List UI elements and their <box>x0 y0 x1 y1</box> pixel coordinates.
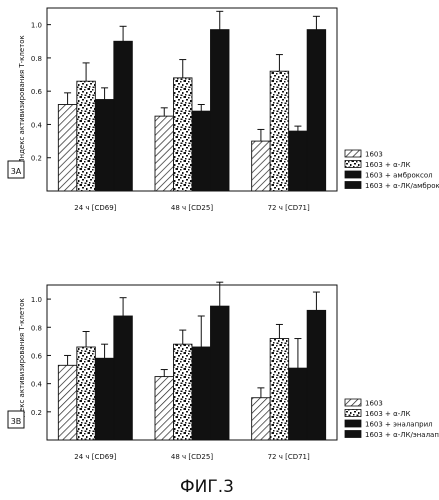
chart-panel-3b: 0.2 0.4 0.6 0.8 1.0 Индекс активизирования Т-… <box>7 281 439 461</box>
legend-swatch <box>344 409 362 417</box>
legend-label: 1603 + α-ЛК <box>365 161 411 169</box>
panel-label: 3B <box>11 417 22 426</box>
bar <box>210 29 230 192</box>
bar <box>288 130 308 192</box>
panel-label-box <box>7 410 25 429</box>
y-tick-label: 0.2 <box>31 155 42 163</box>
y-tick-label: 0.8 <box>31 324 42 332</box>
legend-swatch <box>344 160 362 168</box>
bar <box>154 115 174 192</box>
x-category-label: 72 ч [CD71] <box>268 453 310 461</box>
bar <box>288 367 308 441</box>
bar <box>306 29 327 192</box>
legend-swatch <box>344 419 362 428</box>
y-tick-label: 0.8 <box>31 55 42 63</box>
y-axis-label: Индекс активизирования Т-клеток <box>18 35 26 163</box>
bar <box>57 364 78 441</box>
bar <box>251 140 271 192</box>
bar <box>94 99 115 192</box>
legend-swatch <box>344 430 362 438</box>
legend-label: 1603 <box>365 151 383 159</box>
bar <box>57 104 78 192</box>
figure-caption: ФИГ.3 <box>180 477 234 497</box>
bar <box>76 80 96 192</box>
legend-label: 1603 + α-ЛК/эналаприл <box>365 431 439 439</box>
x-category-label: 24 ч [CD69] <box>74 453 116 461</box>
legend-swatch <box>344 170 362 179</box>
x-category-label: 48 ч [CD25] <box>171 204 213 212</box>
legend-swatch <box>344 398 362 407</box>
bar <box>113 40 133 192</box>
legend-label: 1603 + α-ЛК/амброксол <box>365 182 439 190</box>
bar <box>173 343 193 441</box>
y-tick-label: 1.0 <box>31 22 42 30</box>
panel-label: 3A <box>11 167 22 176</box>
bar <box>306 309 327 441</box>
y-axis-label: Индекс активизирования Т-клеток <box>18 298 26 426</box>
y-tick-label: 0.4 <box>31 121 43 129</box>
bar <box>269 70 290 192</box>
bar <box>113 315 133 441</box>
legend-label: 1603 + α-ЛК <box>365 410 411 418</box>
legend-swatch <box>344 149 362 158</box>
bar <box>173 77 193 192</box>
y-tick-label: 1.0 <box>31 296 42 304</box>
bar <box>251 397 271 441</box>
x-category-label: 24 ч [CD69] <box>74 204 116 212</box>
bar <box>191 110 211 192</box>
panel-label-box <box>7 160 25 179</box>
bar <box>191 346 211 441</box>
bar <box>76 346 96 441</box>
bar <box>154 376 174 441</box>
bar <box>210 305 230 441</box>
legend-label: 1603 + амброксол <box>365 172 433 180</box>
y-tick-label: 0.6 <box>31 352 43 360</box>
y-tick-label: 0.2 <box>31 409 42 417</box>
chart-panel-3a: 0.2 0.4 0.6 0.8 1.0 Индекс активизирования Т-… <box>7 7 439 212</box>
x-category-label: 72 ч [CD71] <box>268 204 310 212</box>
legend-label: 1603 + эналаприл <box>365 421 433 429</box>
y-tick-label: 0.6 <box>31 88 43 96</box>
bar <box>94 357 115 441</box>
legend-label: 1603 <box>365 400 383 408</box>
legend-swatch <box>344 181 362 189</box>
bar <box>269 338 290 441</box>
y-tick-label: 0.4 <box>31 381 43 389</box>
x-category-label: 48 ч [CD25] <box>171 453 213 461</box>
